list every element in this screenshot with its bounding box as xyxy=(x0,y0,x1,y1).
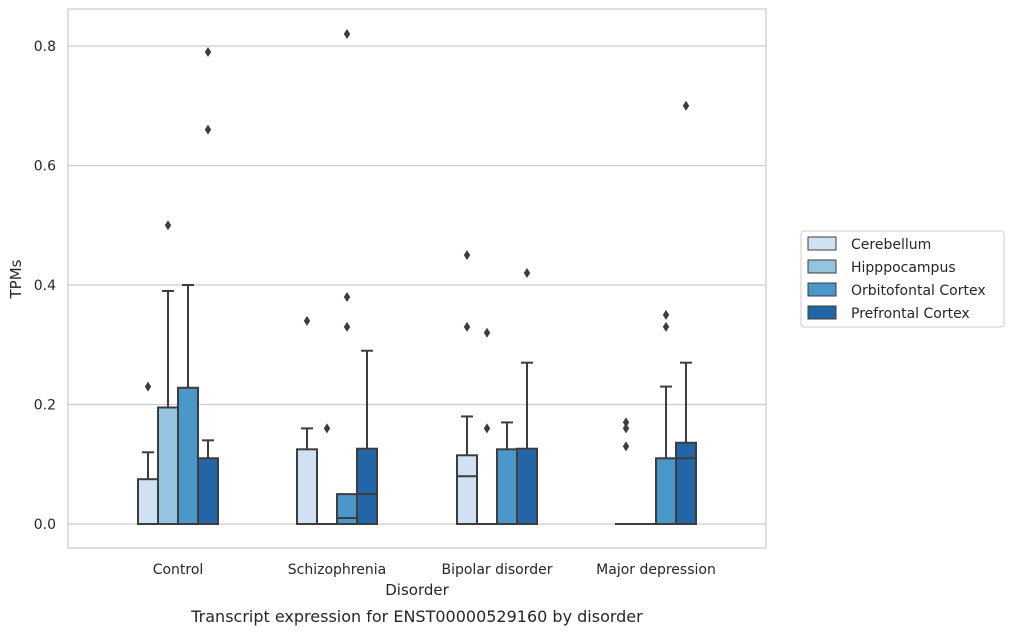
x-tick-label: Major depression xyxy=(596,562,716,578)
legend-label: Orbitofontal Cortex xyxy=(851,283,986,299)
outlier-point xyxy=(662,321,670,332)
box-cerebellum xyxy=(137,381,159,525)
outlier-point xyxy=(164,220,172,231)
outlier-point xyxy=(463,250,471,261)
legend: Cerebellum Hipppocampus Orbitofontal Corte… xyxy=(800,230,1005,328)
outlier-point xyxy=(343,29,351,40)
legend-label: Cerebellum xyxy=(851,237,931,253)
outlier-point xyxy=(662,309,670,320)
x-tick-labels: Control Schizophrenia Bipolar disorder Majo… xyxy=(153,562,716,578)
legend-swatch xyxy=(807,305,837,320)
box-iqr xyxy=(655,457,677,525)
outlier-point xyxy=(622,441,630,452)
outlier-point xyxy=(204,124,212,135)
legend-label: Hipppocampus xyxy=(851,260,956,276)
outlier-point xyxy=(303,315,311,326)
box-cerebellum xyxy=(615,417,637,526)
outlier-point xyxy=(144,381,152,392)
outlier-point xyxy=(343,321,351,332)
box-iqr xyxy=(157,406,179,525)
y-tick-labels: 0.0 0.2 0.4 0.6 0.8 xyxy=(34,39,56,533)
y-tick-label: 0.0 xyxy=(34,517,56,533)
y-tick-label: 0.4 xyxy=(34,278,56,294)
outlier-point xyxy=(483,423,491,434)
outlier-point xyxy=(523,268,531,279)
box-iqr xyxy=(177,386,199,525)
legend-frame xyxy=(800,230,1005,328)
legend-swatch xyxy=(807,259,837,274)
y-tick-label: 0.2 xyxy=(34,398,56,414)
legend-swatch xyxy=(807,236,837,251)
box-cerebellum xyxy=(456,250,478,526)
box-iqr xyxy=(675,441,697,525)
box-iqr xyxy=(496,448,518,525)
outlier-point xyxy=(622,423,630,434)
x-tick-label: Schizophrenia xyxy=(288,562,386,578)
legend-label: Prefrontal Cortex xyxy=(851,306,970,322)
box-orbitofontal-cortex xyxy=(177,284,199,525)
outlier-point xyxy=(204,46,212,57)
outlier-point xyxy=(682,100,690,111)
outlier-point xyxy=(483,327,491,338)
x-tick-label: Control xyxy=(153,562,204,578)
outlier-point xyxy=(323,423,331,434)
box-prefrontal-cortex xyxy=(675,100,697,525)
outlier-point xyxy=(622,417,630,428)
box-iqr xyxy=(197,457,219,525)
boxes-layer xyxy=(137,29,697,526)
box-iqr xyxy=(456,454,478,526)
box-iqr xyxy=(296,448,318,525)
box-iqr xyxy=(336,493,358,525)
x-axis-label: Disorder xyxy=(385,581,449,599)
box-cerebellum xyxy=(296,315,318,525)
box-iqr xyxy=(137,478,159,525)
box-iqr xyxy=(356,447,378,525)
y-axis-label: TPMs xyxy=(7,259,25,299)
box-prefrontal-cortex xyxy=(356,349,378,525)
legend-swatch xyxy=(807,282,837,297)
outlier-point xyxy=(463,321,471,332)
box-prefrontal-cortex xyxy=(197,46,219,525)
box-iqr xyxy=(516,447,538,525)
outlier-point xyxy=(343,291,351,302)
y-tick-label: 0.8 xyxy=(34,39,56,55)
x-tick-label: Bipolar disorder xyxy=(441,562,552,578)
box-prefrontal-cortex xyxy=(516,268,538,525)
y-tick-label: 0.6 xyxy=(34,159,56,175)
chart-caption: Transcript expression for ENST0000052916… xyxy=(190,607,643,626)
